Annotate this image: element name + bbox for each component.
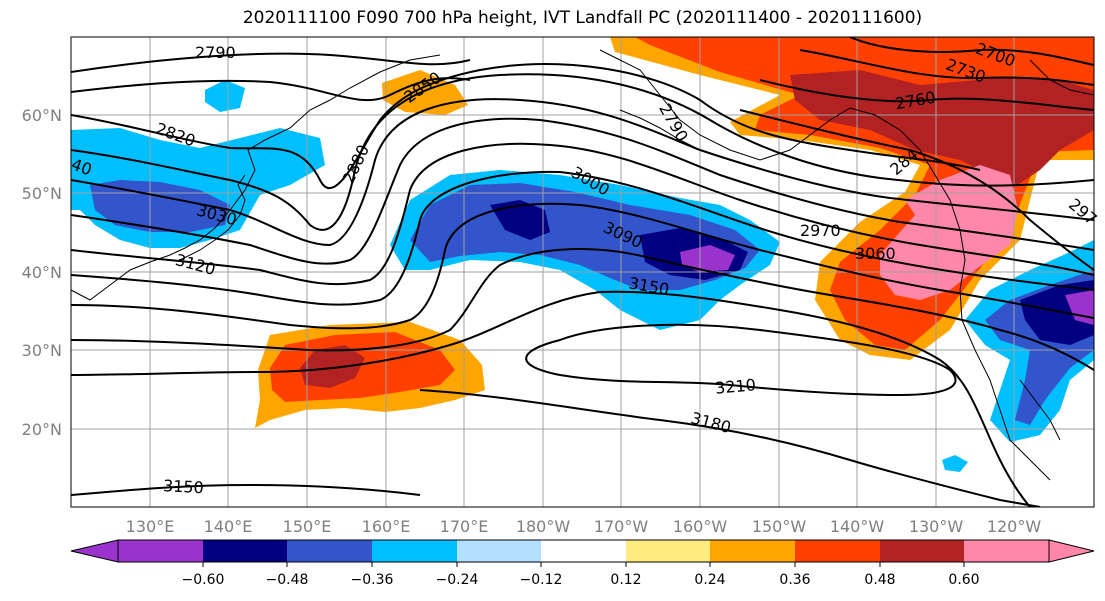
- lat-label: 20°N: [22, 420, 62, 439]
- coast-na-west: [1029, 59, 1094, 96]
- contour-label: 3180: [689, 408, 733, 437]
- colorbar-swatch: [203, 540, 287, 562]
- map-title: 2020111100 F090 700 hPa height, IVT Land…: [242, 8, 923, 28]
- lon-label: 150°W: [752, 517, 807, 536]
- height-contours: [71, 37, 1094, 507]
- lon-label: 140°W: [830, 517, 885, 536]
- colorbar-tick-label: −0.36: [351, 572, 394, 588]
- lon-label: 170°E: [440, 517, 489, 536]
- lon-label: 130°W: [909, 517, 964, 536]
- gridlines: [71, 37, 1094, 507]
- lon-label: 120°W: [987, 517, 1042, 536]
- colorbar-swatch: [795, 540, 880, 562]
- lat-label: 40°N: [22, 263, 62, 282]
- colorbar: −0.60 −0.48 −0.36 −0.24 −0.12 0.12 0.24 …: [70, 539, 1095, 588]
- contour-line: [71, 483, 421, 496]
- contour-line: [71, 202, 1094, 330]
- colorbar-swatch: [964, 540, 1049, 562]
- contour-line: [71, 63, 981, 190]
- contour-line: [71, 98, 1094, 247]
- colorbar-swatch: [626, 540, 710, 562]
- coastlines: [71, 49, 1094, 481]
- colorbar-tick-label: −0.12: [520, 572, 563, 588]
- colorbar-swatch: [118, 540, 203, 562]
- contour-label: 297: [1065, 195, 1101, 229]
- contour-label: 3150: [163, 476, 205, 497]
- negative-region-siberia: [205, 80, 245, 112]
- colorbar-swatch: [287, 540, 372, 562]
- negative-region-central-pacific-navy: [490, 200, 550, 240]
- contour-line: [799, 49, 1094, 86]
- contour-line: [71, 77, 471, 102]
- contour-label: 3060: [855, 244, 896, 263]
- colorbar-tick-label: 0.60: [948, 572, 979, 588]
- lon-label: 140°E: [204, 517, 253, 536]
- contour-line: [71, 117, 1094, 265]
- contour-line: [71, 290, 1031, 507]
- contour-line: [71, 170, 1094, 306]
- colorbar-tick-label: 0.48: [864, 572, 895, 588]
- colorbar-ticks: [202, 562, 965, 567]
- negative-region-hawaii-small: [942, 455, 968, 472]
- positive-region-sw-pacific-core: [300, 345, 365, 388]
- colorbar-swatch: [880, 540, 964, 562]
- contour-line: [71, 142, 1094, 286]
- contour-line: [71, 247, 1094, 371]
- lat-label: 50°N: [22, 184, 62, 203]
- colorbar-tick-label: 0.24: [694, 572, 725, 588]
- colorbar-tick-label: −0.24: [436, 572, 479, 588]
- lon-label: 180°W: [516, 517, 571, 536]
- contour-label: 3210: [714, 375, 756, 397]
- lon-label: 170°W: [594, 517, 649, 536]
- contour-line: [419, 389, 1041, 507]
- coast-baja: [1019, 379, 1061, 441]
- lon-label: 130°E: [126, 517, 175, 536]
- coast-alaska: [599, 49, 1051, 481]
- contour-line: [525, 323, 957, 397]
- colorbar-extend-high: [1048, 539, 1095, 563]
- colorbar-frame: [117, 539, 1050, 563]
- contour-line: [739, 109, 1094, 271]
- contour-label: 2970: [800, 221, 841, 240]
- colorbar-tick-label: 0.36: [779, 572, 810, 588]
- colorbar-swatch: [710, 540, 795, 562]
- lat-label: 60°N: [22, 106, 62, 125]
- contour-label: 3120: [173, 250, 217, 279]
- contour-line: [71, 52, 471, 73]
- colorbar-swatch: [372, 540, 457, 562]
- contour-label: 2790: [195, 43, 236, 62]
- longitude-labels: 130°E 140°E 150°E 160°E 170°E 180°W 170°…: [126, 517, 1042, 536]
- lon-label: 160°W: [673, 517, 728, 536]
- lon-label: 160°E: [362, 517, 411, 536]
- colorbar-tick-label: 0.12: [610, 572, 641, 588]
- lat-label: 30°N: [22, 341, 62, 360]
- coast-aleutians: [619, 109, 701, 151]
- contour-line: [849, 37, 1094, 66]
- coast-japan: [179, 174, 246, 261]
- lon-label: 150°E: [283, 517, 332, 536]
- contour-line: [71, 73, 1094, 231]
- contour-label: 2880: [339, 142, 373, 187]
- map-frame: [70, 36, 1095, 508]
- colorbar-tick-label: −0.60: [182, 572, 225, 588]
- colorbar-swatch: [457, 540, 541, 562]
- ivt-shading: [71, 37, 1094, 472]
- coast-asia: [71, 54, 441, 301]
- contour-line: [759, 79, 1094, 111]
- latitude-labels: 60°N 50°N 40°N 30°N 20°N: [22, 106, 62, 439]
- colorbar-swatch: [541, 540, 626, 562]
- colorbar-tick-label: −0.48: [266, 572, 309, 588]
- colorbar-extend-low: [70, 539, 119, 563]
- negative-region-central-pacific-min: [680, 245, 735, 272]
